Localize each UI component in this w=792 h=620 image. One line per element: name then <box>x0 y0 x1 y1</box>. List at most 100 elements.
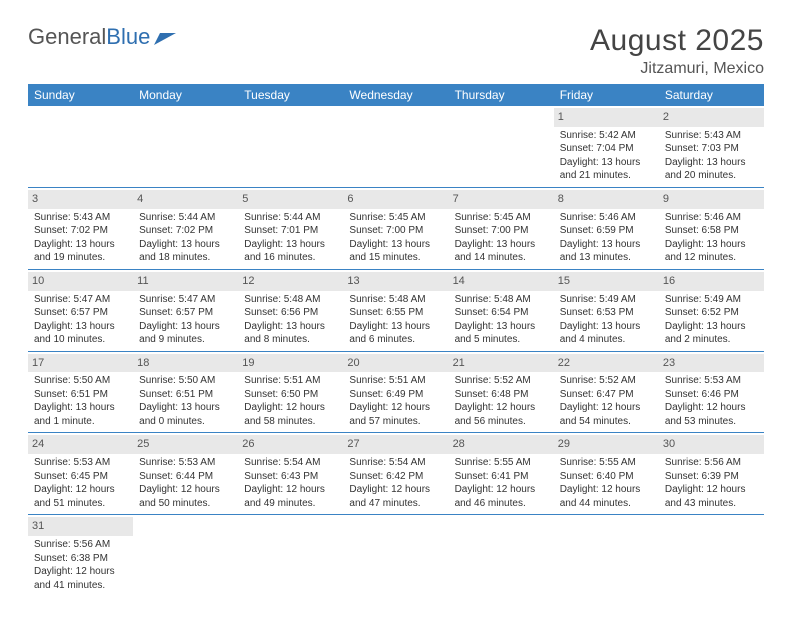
sunrise-text: Sunrise: 5:49 AM <box>665 293 758 307</box>
daylight-text: Daylight: 12 hours and 43 minutes. <box>665 483 758 510</box>
daylight-text: Daylight: 13 hours and 8 minutes. <box>244 320 337 347</box>
daylight-text: Daylight: 13 hours and 19 minutes. <box>34 238 127 265</box>
sunrise-text: Sunrise: 5:45 AM <box>455 211 548 225</box>
day-number: 23 <box>659 354 764 373</box>
daylight-text: Daylight: 13 hours and 2 minutes. <box>665 320 758 347</box>
month-title: August 2025 <box>590 24 764 58</box>
sunrise-text: Sunrise: 5:48 AM <box>349 293 442 307</box>
day-number: 27 <box>343 435 448 454</box>
day-number: 1 <box>554 108 659 127</box>
sunrise-text: Sunrise: 5:53 AM <box>665 374 758 388</box>
sunset-text: Sunset: 7:00 PM <box>349 224 442 238</box>
sunset-text: Sunset: 6:49 PM <box>349 388 442 402</box>
sunrise-text: Sunrise: 5:47 AM <box>139 293 232 307</box>
calendar-cell: 25Sunrise: 5:53 AMSunset: 6:44 PMDayligh… <box>133 433 238 515</box>
day-number: 28 <box>449 435 554 454</box>
day-number: 31 <box>28 517 133 536</box>
day-number: 21 <box>449 354 554 373</box>
flag-icon <box>154 29 176 45</box>
daylight-text: Daylight: 12 hours and 41 minutes. <box>34 565 127 592</box>
sunrise-text: Sunrise: 5:56 AM <box>34 538 127 552</box>
sunrise-text: Sunrise: 5:52 AM <box>455 374 548 388</box>
daylight-text: Daylight: 13 hours and 1 minute. <box>34 401 127 428</box>
day-number: 15 <box>554 272 659 291</box>
daylight-text: Daylight: 12 hours and 51 minutes. <box>34 483 127 510</box>
sunset-text: Sunset: 6:51 PM <box>139 388 232 402</box>
sunset-text: Sunset: 6:40 PM <box>560 470 653 484</box>
day-number: 22 <box>554 354 659 373</box>
sunset-text: Sunset: 6:44 PM <box>139 470 232 484</box>
daylight-text: Daylight: 13 hours and 15 minutes. <box>349 238 442 265</box>
calendar-cell: 7Sunrise: 5:45 AMSunset: 7:00 PMDaylight… <box>449 187 554 269</box>
daylight-text: Daylight: 13 hours and 4 minutes. <box>560 320 653 347</box>
calendar-cell: 26Sunrise: 5:54 AMSunset: 6:43 PMDayligh… <box>238 433 343 515</box>
sunset-text: Sunset: 6:51 PM <box>34 388 127 402</box>
calendar-cell: 8Sunrise: 5:46 AMSunset: 6:59 PMDaylight… <box>554 187 659 269</box>
calendar-cell: 23Sunrise: 5:53 AMSunset: 6:46 PMDayligh… <box>659 351 764 433</box>
calendar-cell: 28Sunrise: 5:55 AMSunset: 6:41 PMDayligh… <box>449 433 554 515</box>
calendar-cell: 1Sunrise: 5:42 AMSunset: 7:04 PMDaylight… <box>554 106 659 187</box>
day-number: 12 <box>238 272 343 291</box>
day-number: 6 <box>343 190 448 209</box>
day-number: 29 <box>554 435 659 454</box>
sunrise-text: Sunrise: 5:54 AM <box>244 456 337 470</box>
calendar-cell: 10Sunrise: 5:47 AMSunset: 6:57 PMDayligh… <box>28 269 133 351</box>
sunset-text: Sunset: 6:59 PM <box>560 224 653 238</box>
daylight-text: Daylight: 13 hours and 0 minutes. <box>139 401 232 428</box>
sunset-text: Sunset: 7:03 PM <box>665 142 758 156</box>
day-number: 17 <box>28 354 133 373</box>
weekday-header: Thursday <box>449 84 554 106</box>
calendar-cell: 17Sunrise: 5:50 AMSunset: 6:51 PMDayligh… <box>28 351 133 433</box>
sunset-text: Sunset: 6:57 PM <box>139 306 232 320</box>
sunrise-text: Sunrise: 5:55 AM <box>560 456 653 470</box>
sunrise-text: Sunrise: 5:53 AM <box>139 456 232 470</box>
daylight-text: Daylight: 12 hours and 57 minutes. <box>349 401 442 428</box>
weekday-header: Wednesday <box>343 84 448 106</box>
sunset-text: Sunset: 6:42 PM <box>349 470 442 484</box>
sunset-text: Sunset: 7:00 PM <box>455 224 548 238</box>
sunrise-text: Sunrise: 5:48 AM <box>244 293 337 307</box>
daylight-text: Daylight: 13 hours and 5 minutes. <box>455 320 548 347</box>
daylight-text: Daylight: 13 hours and 20 minutes. <box>665 156 758 183</box>
sunrise-text: Sunrise: 5:51 AM <box>349 374 442 388</box>
daylight-text: Daylight: 12 hours and 53 minutes. <box>665 401 758 428</box>
weekday-header: Friday <box>554 84 659 106</box>
calendar-cell <box>133 515 238 596</box>
day-number: 20 <box>343 354 448 373</box>
calendar-cell: 13Sunrise: 5:48 AMSunset: 6:55 PMDayligh… <box>343 269 448 351</box>
sunrise-text: Sunrise: 5:46 AM <box>665 211 758 225</box>
sunset-text: Sunset: 7:01 PM <box>244 224 337 238</box>
calendar-cell <box>28 106 133 187</box>
calendar-cell <box>449 106 554 187</box>
day-number: 18 <box>133 354 238 373</box>
sunset-text: Sunset: 7:02 PM <box>34 224 127 238</box>
sunrise-text: Sunrise: 5:50 AM <box>139 374 232 388</box>
sunrise-text: Sunrise: 5:49 AM <box>560 293 653 307</box>
calendar-cell <box>133 106 238 187</box>
brand-part1: General <box>28 24 106 50</box>
daylight-text: Daylight: 13 hours and 12 minutes. <box>665 238 758 265</box>
calendar-cell: 9Sunrise: 5:46 AMSunset: 6:58 PMDaylight… <box>659 187 764 269</box>
calendar-cell: 12Sunrise: 5:48 AMSunset: 6:56 PMDayligh… <box>238 269 343 351</box>
calendar-cell: 5Sunrise: 5:44 AMSunset: 7:01 PMDaylight… <box>238 187 343 269</box>
sunrise-text: Sunrise: 5:43 AM <box>665 129 758 143</box>
day-number: 13 <box>343 272 448 291</box>
sunrise-text: Sunrise: 5:44 AM <box>244 211 337 225</box>
calendar-cell: 24Sunrise: 5:53 AMSunset: 6:45 PMDayligh… <box>28 433 133 515</box>
daylight-text: Daylight: 13 hours and 6 minutes. <box>349 320 442 347</box>
sunset-text: Sunset: 6:48 PM <box>455 388 548 402</box>
sunset-text: Sunset: 7:02 PM <box>139 224 232 238</box>
day-number: 25 <box>133 435 238 454</box>
sunrise-text: Sunrise: 5:43 AM <box>34 211 127 225</box>
weekday-header: Tuesday <box>238 84 343 106</box>
daylight-text: Daylight: 13 hours and 13 minutes. <box>560 238 653 265</box>
calendar-cell: 27Sunrise: 5:54 AMSunset: 6:42 PMDayligh… <box>343 433 448 515</box>
sunrise-text: Sunrise: 5:53 AM <box>34 456 127 470</box>
sunrise-text: Sunrise: 5:46 AM <box>560 211 653 225</box>
sunset-text: Sunset: 6:45 PM <box>34 470 127 484</box>
day-number: 7 <box>449 190 554 209</box>
calendar-cell: 2Sunrise: 5:43 AMSunset: 7:03 PMDaylight… <box>659 106 764 187</box>
sunset-text: Sunset: 6:39 PM <box>665 470 758 484</box>
sunset-text: Sunset: 6:43 PM <box>244 470 337 484</box>
calendar-cell <box>238 515 343 596</box>
